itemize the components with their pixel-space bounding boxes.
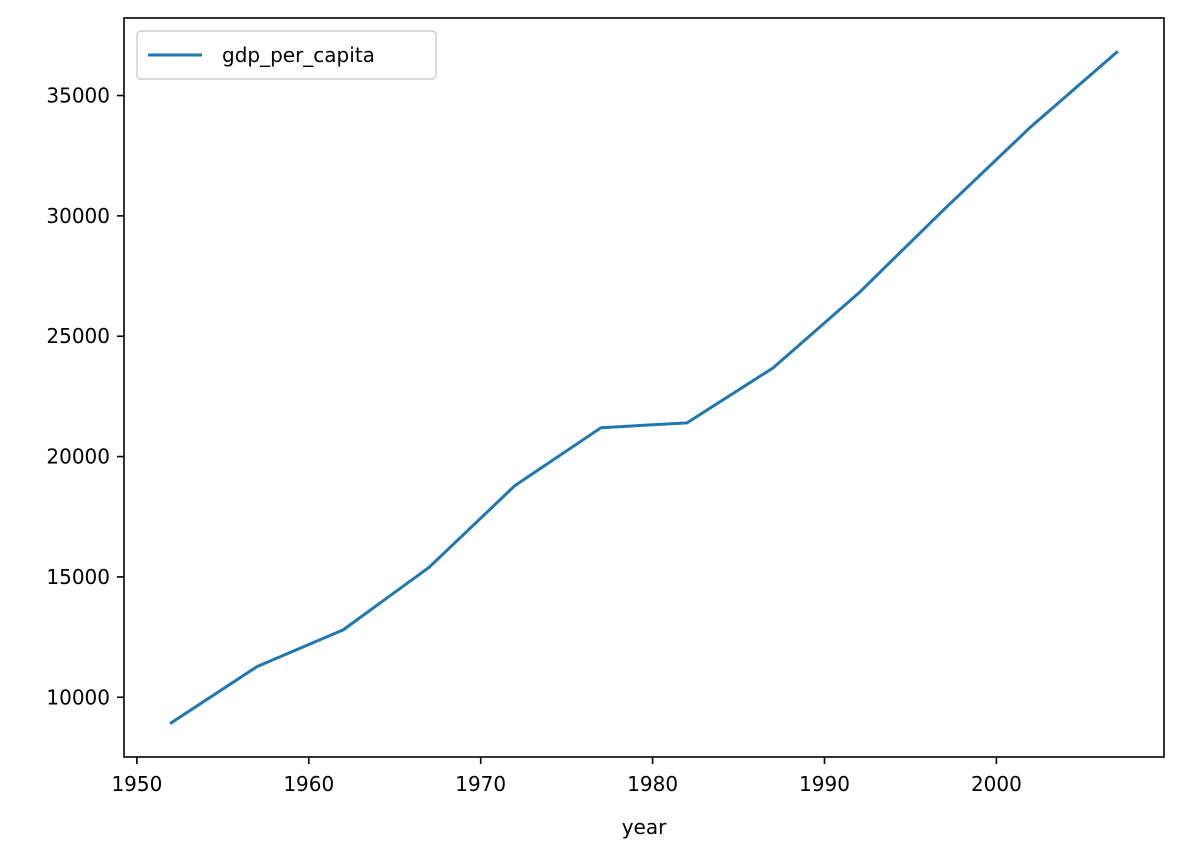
legend-label-gdp-per-capita: gdp_per_capita [222,43,375,67]
x-tick-label: 1980 [627,772,678,796]
y-tick-label: 30000 [46,204,110,228]
x-axis-ticks: 1950 1960 1970 1980 1990 2000 [111,757,1022,796]
plot-frame [123,17,1165,758]
x-tick-label: 1970 [455,772,506,796]
series-layer [169,50,1119,725]
y-tick-label: 20000 [46,445,110,469]
x-tick-label: 2000 [971,772,1022,796]
legend: gdp_per_capita [136,30,437,80]
y-tick-label: 25000 [46,324,110,348]
y-axis-ticks: 10000 15000 20000 25000 30000 35000 [46,84,124,709]
y-tick-label: 15000 [46,565,110,589]
x-tick-label: 1950 [111,772,162,796]
x-tick-label: 1960 [283,772,334,796]
y-tick-label: 35000 [46,84,110,108]
series-line-gdp-per-capita [169,50,1119,725]
x-axis-label: year [622,815,667,839]
y-tick-label: 10000 [46,685,110,709]
legend-box [136,30,437,80]
plot-background [124,18,1164,757]
plot-area [123,17,1165,758]
x-tick-label: 1990 [799,772,850,796]
